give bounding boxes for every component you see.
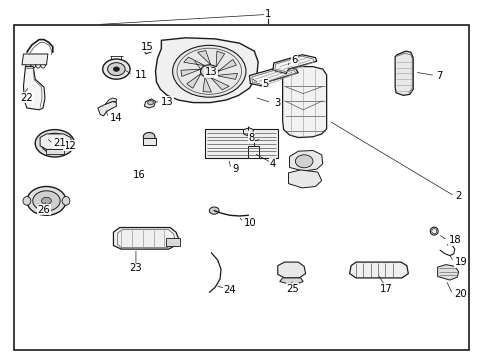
Ellipse shape [113, 67, 119, 71]
Ellipse shape [41, 197, 51, 204]
Ellipse shape [62, 197, 70, 205]
Ellipse shape [33, 191, 60, 211]
Polygon shape [203, 77, 211, 92]
Text: 3: 3 [273, 98, 280, 108]
Polygon shape [142, 138, 155, 145]
Polygon shape [105, 98, 116, 104]
Text: 20: 20 [453, 289, 466, 300]
Polygon shape [113, 228, 178, 249]
Ellipse shape [147, 100, 153, 105]
Text: 1: 1 [264, 9, 271, 19]
Polygon shape [210, 78, 229, 90]
Polygon shape [22, 54, 48, 65]
Ellipse shape [295, 155, 312, 168]
Polygon shape [98, 102, 116, 116]
Ellipse shape [209, 207, 219, 214]
Text: 18: 18 [448, 235, 461, 246]
Text: 12: 12 [63, 141, 76, 151]
Polygon shape [279, 278, 303, 284]
Ellipse shape [107, 63, 125, 76]
Bar [46, 149, 63, 154]
Text: 7: 7 [435, 71, 442, 81]
Ellipse shape [27, 186, 66, 215]
Text: 24: 24 [223, 285, 236, 295]
Text: 2: 2 [454, 191, 460, 201]
Polygon shape [155, 38, 258, 103]
Text: 19: 19 [454, 257, 467, 267]
Bar [248, 146, 259, 158]
Ellipse shape [41, 133, 68, 153]
Text: 21: 21 [53, 138, 65, 148]
Ellipse shape [205, 68, 213, 74]
Ellipse shape [50, 140, 60, 147]
Text: 10: 10 [243, 218, 256, 228]
Ellipse shape [172, 45, 245, 97]
Polygon shape [282, 67, 326, 138]
Polygon shape [216, 51, 224, 67]
Polygon shape [249, 67, 298, 86]
Bar [205, 129, 277, 158]
Polygon shape [289, 150, 322, 171]
Text: 14: 14 [109, 113, 122, 123]
Text: 17: 17 [379, 284, 392, 294]
Ellipse shape [23, 197, 31, 205]
Ellipse shape [200, 65, 218, 78]
Polygon shape [197, 50, 210, 65]
Polygon shape [144, 99, 155, 108]
Polygon shape [216, 73, 237, 79]
Text: 5: 5 [262, 78, 268, 89]
Polygon shape [40, 134, 71, 149]
Text: 26: 26 [38, 204, 50, 215]
Text: 4: 4 [269, 159, 275, 169]
Text: 23: 23 [129, 263, 142, 273]
Polygon shape [437, 265, 458, 280]
Ellipse shape [143, 132, 155, 141]
Ellipse shape [35, 130, 74, 157]
Text: 11: 11 [135, 70, 147, 80]
Polygon shape [181, 69, 201, 76]
Text: 13: 13 [204, 67, 217, 77]
Text: 6: 6 [291, 55, 297, 66]
Text: 16: 16 [133, 170, 145, 180]
Polygon shape [183, 57, 204, 66]
Polygon shape [288, 170, 321, 188]
Polygon shape [218, 59, 236, 71]
Polygon shape [143, 48, 152, 54]
Text: 9: 9 [232, 164, 238, 174]
Text: 22: 22 [20, 93, 33, 103]
Polygon shape [394, 51, 412, 95]
Text: 25: 25 [285, 284, 298, 294]
Text: 13: 13 [161, 96, 174, 107]
Bar [166, 238, 180, 246]
Polygon shape [23, 67, 45, 110]
Text: 8: 8 [248, 132, 254, 143]
Polygon shape [186, 73, 201, 88]
Ellipse shape [102, 59, 130, 79]
Text: 15: 15 [141, 42, 154, 52]
Polygon shape [243, 128, 253, 136]
Polygon shape [349, 262, 407, 278]
Polygon shape [277, 262, 305, 278]
Ellipse shape [183, 53, 195, 65]
Polygon shape [272, 55, 316, 73]
